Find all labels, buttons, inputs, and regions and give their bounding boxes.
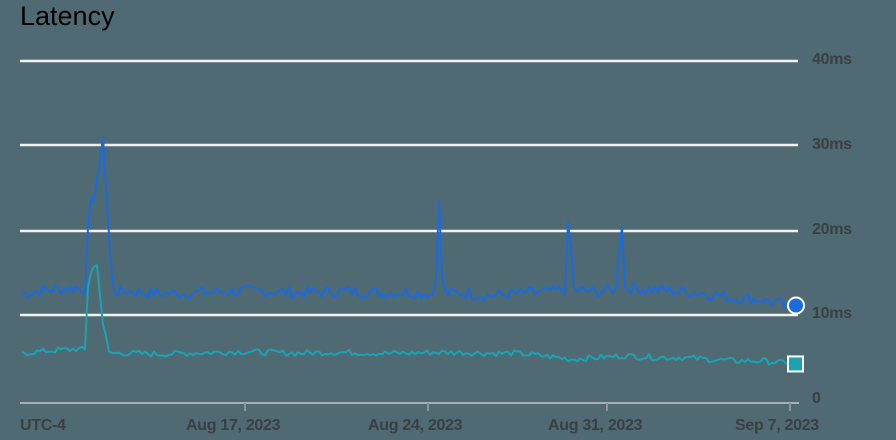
y-tick-label-0: 0 xyxy=(812,390,821,407)
x-tick-label-sep7: Sep 7, 2023 xyxy=(735,417,819,434)
y-tick-label-10: 10ms xyxy=(812,305,852,322)
y-tick-label-20: 20ms xyxy=(812,221,852,238)
x-tick-label-aug17: Aug 17, 2023 xyxy=(186,417,281,434)
series-secondary-line[interactable] xyxy=(21,264,788,366)
timezone-label: UTC-4 xyxy=(20,417,66,434)
series-primary-line[interactable] xyxy=(21,135,788,308)
y-tick-label-30: 30ms xyxy=(812,136,852,153)
gridlines xyxy=(20,59,798,317)
x-tick-label-aug24: Aug 24, 2023 xyxy=(368,417,463,434)
series-primary-end-marker[interactable] xyxy=(787,296,805,315)
y-tick-label-40: 40ms xyxy=(812,51,852,68)
x-tick-label-aug31: Aug 31, 2023 xyxy=(548,417,643,434)
x-axis xyxy=(20,402,799,411)
chart-title: Latency xyxy=(20,1,115,31)
series-secondary-end-marker[interactable] xyxy=(787,355,804,373)
